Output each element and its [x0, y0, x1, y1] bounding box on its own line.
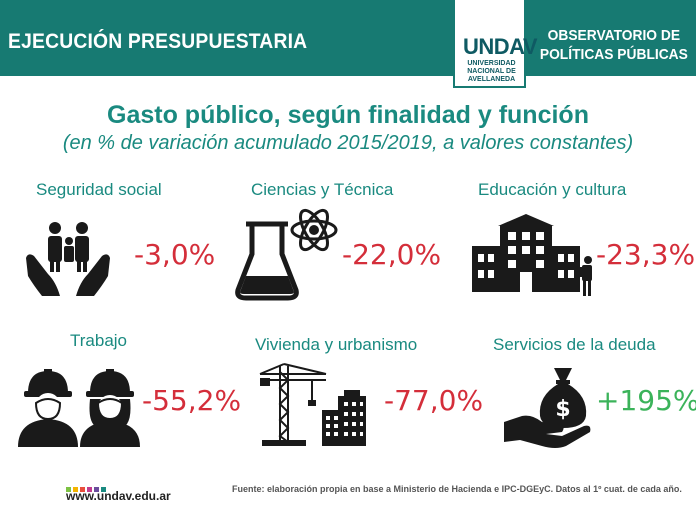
header-bar: EJECUCIÓN PRESUPUESTARIA OBSERVATORIO DE…: [0, 0, 696, 76]
label-seguridad-social: Seguridad social: [36, 180, 162, 199]
workers-helmet-icon: [18, 369, 140, 447]
source-note: Fuente: elaboración propia en base a Min…: [232, 484, 682, 494]
logo-sub-line2: NACIONAL DE: [467, 68, 516, 75]
family-hands-icon: [26, 222, 110, 296]
logo-sub-line1: UNIVERSIDAD: [467, 60, 516, 67]
website-link[interactable]: www.undav.edu.ar: [66, 489, 171, 503]
label-ciencias-tecnica: Ciencias y Técnica: [251, 180, 394, 199]
header-right-line2: POLÍTICAS PÚBLICAS: [540, 46, 688, 63]
label-servicios-deuda: Servicios de la deuda: [493, 335, 656, 354]
logo-sub-line3: AVELLANEDA: [467, 76, 516, 83]
page-title: Gasto público, según finalidad y función: [107, 101, 589, 129]
value-vivienda-urbanismo: -77,0%: [384, 384, 484, 417]
value-seguridad-social: -3,0%: [134, 238, 216, 271]
color-dots: [66, 479, 108, 497]
value-servicios-deuda: +195%: [596, 384, 696, 417]
label-vivienda-urbanismo: Vivienda y urbanismo: [255, 335, 418, 354]
label-trabajo: Trabajo: [70, 331, 128, 350]
svg-text:$: $: [555, 397, 570, 422]
flask-atom-icon: [235, 208, 338, 301]
label-educacion-cultura: Educación y cultura: [478, 180, 627, 199]
logo-wordmark: UNDAV: [463, 34, 538, 59]
header-right-line1: OBSERVATORIO DE: [547, 27, 681, 44]
value-trabajo: -55,2%: [142, 384, 242, 417]
value-ciencias-tecnica: -22,0%: [342, 238, 442, 271]
undav-logo: UNDAV UNIVERSIDAD NACIONAL DE AVELLANEDA: [453, 0, 538, 88]
money-bag-hand-icon: $: [504, 368, 591, 448]
header-right-title: OBSERVATORIO DE POLÍTICAS PÚBLICAS: [540, 26, 688, 64]
page-subtitle: (en % de variación acumulado 2015/2019, …: [62, 132, 634, 154]
logo-subtitle: UNIVERSIDAD NACIONAL DE AVELLANEDA: [458, 60, 525, 84]
crane-building-icon: [259, 363, 366, 446]
header-left-title: EJECUCIÓN PRESUPUESTARIA: [8, 30, 308, 53]
school-student-icon: [472, 214, 592, 296]
value-educacion-cultura: -23,3%: [596, 238, 696, 271]
